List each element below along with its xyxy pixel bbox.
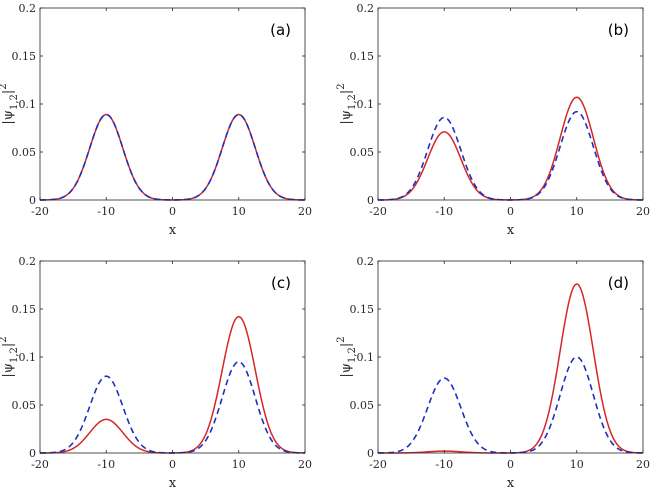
x-tick-label: 10 [570,205,584,218]
dashed-series-line [40,360,306,454]
dashed-series-line [378,110,643,201]
y-tick-label: 0 [29,447,36,460]
x-tick-label: -20 [31,458,49,471]
solid-series-line [377,96,644,201]
x-tick-label: 10 [232,458,246,471]
y-label-close: | [339,343,354,347]
x-tick-label: 10 [570,458,584,471]
y-tick-label: 0.15 [12,50,37,63]
y-label-close: | [339,90,354,94]
y-label-superscript: 2 [0,83,9,89]
x-axis-label: x [507,476,515,491]
y-tick-label: 0.1 [19,351,37,364]
y-tick-label: 0.2 [19,255,37,268]
y-label-subscript: 1,2 [347,347,358,363]
x-tick-label: -20 [369,458,387,471]
x-tick-label: -10 [435,205,453,218]
x-axis-label: x [169,223,177,238]
x-tick-label: -10 [97,205,115,218]
y-axis-label: |ψ1,2|2 [336,336,358,377]
y-axis-label: |ψ1,2|2 [0,336,20,377]
y-tick-label: 0.1 [357,351,375,364]
x-axis-label: x [169,476,177,491]
y-label-main: |ψ [339,363,354,378]
solid-series-line [40,113,305,201]
panel-label: (a) [270,21,291,39]
y-tick-label: 0.2 [357,255,375,268]
y-tick-label: 0.15 [350,303,375,316]
y-tick-label: 0.05 [350,399,375,412]
subplot-d: -20 -10 0 10 20 0 0.05 0.1 0.15 0.2 x |ψ1,2|2 (d) [336,255,650,491]
y-axis-label: |ψ1,2|2 [0,83,20,124]
x-tick-label: 20 [636,205,650,218]
y-tick-label: 0.1 [19,98,37,111]
subplot-a: -20 -10 0 10 20 0 0.05 0.1 0.15 0.2 x |ψ1,2|2 (a) [0,2,312,238]
y-label-main: |ψ [1,363,16,378]
x-tick-label: -10 [97,458,115,471]
panel-label: (b) [608,21,629,39]
y-label-subscript: 1,2 [9,94,20,110]
y-tick-label: 0.05 [350,146,375,159]
plot-frame [39,260,306,454]
x-tick-label: 20 [298,458,312,471]
y-tick-label: 0.2 [19,2,37,15]
y-label-main: |ψ [339,110,354,125]
y-tick-label: 0.1 [357,98,375,111]
y-label-close: | [1,343,16,347]
dashed-series-line [40,113,305,201]
x-tick-label: 0 [169,205,176,218]
y-label-superscript: 2 [336,83,347,89]
x-tick-label: 0 [169,458,176,471]
y-tick-label: 0 [367,447,374,460]
solid-series-line [40,315,305,454]
y-label-superscript: 2 [0,336,9,342]
plot-frame [39,7,306,201]
y-axis-label: |ψ1,2|2 [336,83,358,124]
subplot-c: -20 -10 0 10 20 0 0.05 0.1 0.15 0.2 x |ψ1,2|2 (c) [0,255,312,491]
y-label-close: | [1,90,16,94]
y-tick-label: 0 [367,194,374,207]
x-tick-label: 10 [232,205,246,218]
y-tick-label: 0.2 [357,2,375,15]
x-tick-label: 0 [507,458,514,471]
x-tick-label: 20 [636,458,650,471]
y-tick-label: 0.05 [12,146,37,159]
y-tick-label: 0 [29,194,36,207]
x-tick-label: -10 [435,458,453,471]
y-tick-label: 0.15 [350,50,375,63]
y-label-subscript: 1,2 [347,94,358,110]
subplot-b: -20 -10 0 10 20 0 0.05 0.1 0.15 0.2 x |ψ1,2|2 (b) [336,2,650,238]
y-tick-label: 0.05 [12,399,37,412]
y-label-main: |ψ [1,110,16,125]
x-tick-label: -20 [31,205,49,218]
x-axis-label: x [507,223,515,238]
x-tick-label: 0 [507,205,514,218]
y-tick-label: 0.15 [12,303,37,316]
x-tick-label: 20 [298,205,312,218]
y-label-subscript: 1,2 [9,347,20,363]
panel-label: (c) [271,274,291,292]
x-tick-label: -20 [369,205,387,218]
panel-label: (d) [608,274,629,292]
y-label-superscript: 2 [336,336,347,342]
